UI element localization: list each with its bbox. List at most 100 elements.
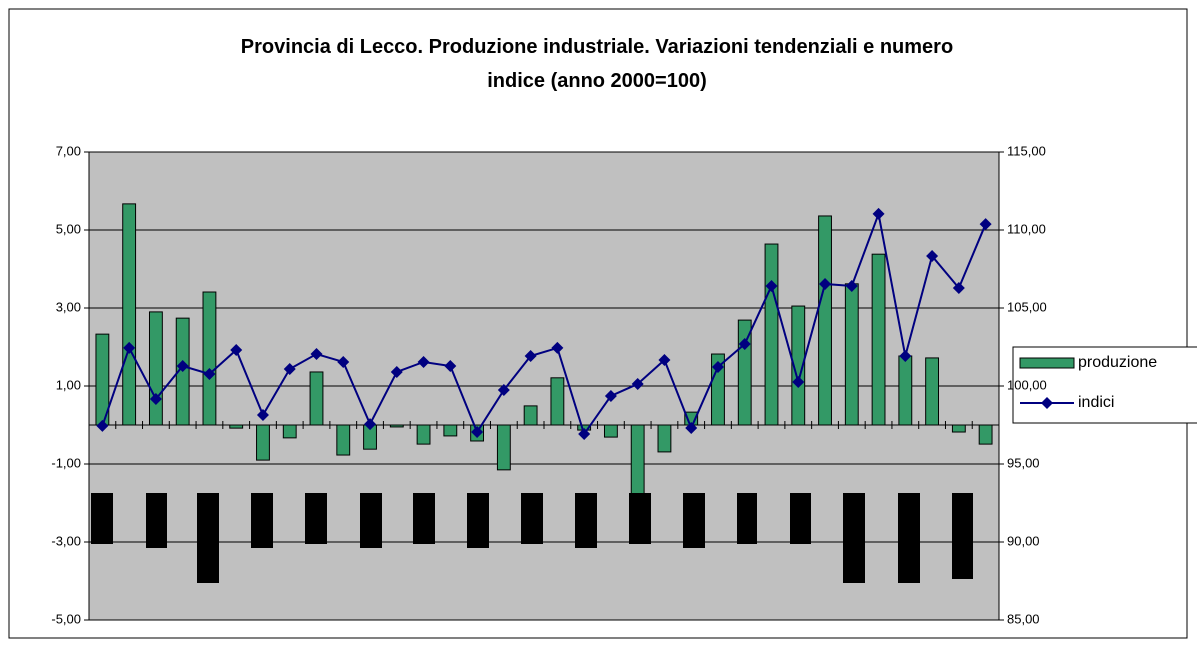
legend-label: indici [1078,394,1114,411]
bar [871,253,886,426]
bar [122,203,137,426]
bar [389,424,404,428]
marker [524,350,537,363]
redaction [197,493,219,583]
marker [765,280,778,293]
marker [337,355,350,368]
marker [497,384,510,397]
redaction [467,493,489,548]
redactions [91,493,973,583]
redaction [575,493,597,548]
marker [819,277,832,290]
bar [523,405,538,426]
y2-tick-label: 105,00 [1007,299,1047,314]
marker [364,418,377,431]
marker [792,375,805,388]
marker [685,421,698,434]
bar [309,371,324,426]
legend: produzione indici [1019,354,1157,411]
redaction [629,493,651,544]
chart-title: Provincia di Lecco. Produzione industria… [240,36,954,92]
y2-tick-label: 110,00 [1007,221,1046,236]
redaction [683,493,705,548]
bar [791,305,806,426]
marks [95,203,993,496]
y-tick-label: 5,00 [56,221,81,236]
legend-marker [1041,397,1053,409]
marker [952,282,965,295]
redaction [737,493,757,544]
bar [978,424,993,445]
marker [631,377,644,390]
bar [657,424,672,453]
marker [845,280,858,293]
marker [230,343,243,356]
y2-tick-label: 100,00 [1007,377,1047,392]
marker [604,389,617,402]
marker [96,419,109,432]
marker [658,353,671,366]
marker [551,341,564,354]
marker [310,348,323,361]
bar [951,424,966,433]
y2-tick-label: 90,00 [1007,533,1040,548]
marker [979,218,992,231]
bar [148,311,163,426]
marker [390,365,403,378]
redaction [952,493,973,579]
bar [550,377,565,426]
redaction [146,493,167,548]
marker [444,360,457,373]
bar [925,357,940,426]
redaction [898,493,920,583]
marker [176,360,189,373]
marker [283,362,296,375]
bar [229,424,244,429]
redaction [305,493,327,544]
bar [336,424,351,456]
marker [578,428,591,441]
redaction [360,493,382,548]
legend-swatch [1019,357,1075,369]
y-tick-label: -3,00 [51,533,81,548]
y2-tick-label: 95,00 [1007,455,1040,470]
y-tick-label: -5,00 [51,611,81,626]
y-tick-label: 3,00 [56,299,81,314]
bar [202,291,217,426]
marker [926,250,939,263]
bar [764,243,779,426]
marker [149,392,162,405]
y2-tick-label: 85,00 [1007,611,1040,626]
redaction [790,493,811,544]
bar [282,424,297,439]
bar [630,424,645,496]
marker [203,367,216,380]
bar [443,424,458,437]
marker [738,338,751,351]
marker [471,426,484,439]
marker [256,409,269,422]
legend-label: produzione [1078,354,1157,371]
y-tick-label: 7,00 [56,143,81,158]
marker [899,350,912,363]
redaction [251,493,273,548]
redaction [843,493,865,583]
marker [417,355,430,368]
bar [844,283,859,426]
marker [872,207,885,220]
bar [416,424,431,445]
bar [898,355,913,426]
y2-tick-label: 115,00 [1007,143,1046,158]
bar [818,215,832,426]
redaction [413,493,435,544]
y-tick-label: 1,00 [56,377,81,392]
redaction [91,493,113,544]
bar [496,424,511,471]
y-tick-label: -1,00 [51,455,81,470]
redaction [521,493,543,544]
marker [123,341,136,354]
bar [256,424,270,461]
marker [711,360,724,373]
